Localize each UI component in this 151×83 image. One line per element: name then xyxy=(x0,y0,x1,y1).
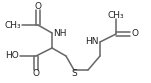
Text: HN: HN xyxy=(85,38,99,46)
Text: O: O xyxy=(34,2,42,11)
Text: CH₃: CH₃ xyxy=(4,21,21,29)
Text: O: O xyxy=(32,69,40,78)
Text: O: O xyxy=(131,29,138,39)
Text: CH₃: CH₃ xyxy=(108,11,124,20)
Text: S: S xyxy=(71,69,77,78)
Text: NH: NH xyxy=(53,28,66,38)
Text: HO: HO xyxy=(5,51,19,61)
